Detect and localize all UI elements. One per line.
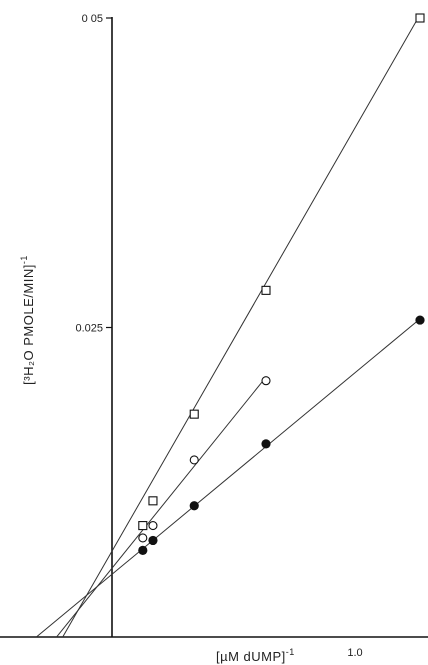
y-axis-label: [³H₂O PMOLE/MIN]-1	[19, 255, 36, 385]
fit-line-open-circle	[56, 376, 267, 638]
point-filled-circle-1	[148, 535, 158, 546]
fit-line-filled-circle	[36, 318, 421, 638]
point-open-circle-3	[261, 376, 271, 386]
axes	[0, 17, 428, 638]
point-open-circle-1	[148, 521, 158, 531]
point-open-square-2	[189, 409, 199, 419]
x-axis-label: [µM dUMP]-1	[216, 647, 295, 664]
fit-line-open-square	[62, 14, 421, 638]
point-open-circle-0	[138, 533, 148, 543]
x-axis-label-exponent: -1	[286, 647, 295, 657]
point-open-circle-2	[189, 455, 199, 465]
point-open-square-0	[138, 521, 148, 531]
fit-lines	[36, 14, 421, 638]
y-axis-label-exponent: -1	[19, 255, 29, 264]
point-open-square-3	[261, 285, 271, 295]
tick-labels: 0.025 0 05 1.0	[75, 13, 362, 659]
y-axis-label-text: [³H₂O PMOLE/MIN]	[21, 264, 36, 385]
point-filled-circle-2	[189, 501, 199, 511]
point-filled-circle-0	[138, 545, 148, 555]
y-tick-label-0: 0.025	[75, 323, 103, 335]
point-filled-circle-4	[415, 315, 425, 325]
y-tick-label-1: 0 05	[82, 13, 103, 25]
x-tick-label-0: 1.0	[347, 647, 362, 659]
point-filled-circle-3	[261, 439, 271, 449]
data-points	[138, 13, 425, 555]
x-axis-label-text: [µM dUMP]	[216, 649, 286, 664]
point-open-square-4	[415, 13, 425, 23]
point-open-square-1	[148, 496, 158, 506]
